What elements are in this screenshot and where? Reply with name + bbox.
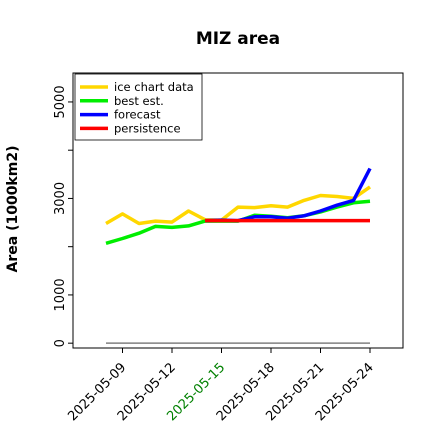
legend-box [74,73,203,141]
y-tick-label: 3000 [53,182,68,215]
y-tick-label: 0 [53,339,68,347]
y-axis-label: Area (1000km2) [5,146,21,273]
series-lines [105,167,372,344]
y-tick-label: 1000 [53,278,68,311]
legend-entry-label: ice chart data [114,80,194,94]
legend-entry-label: best est. [114,94,164,108]
legend-entry-label: forecast [114,108,161,122]
plot-frame [72,72,404,349]
legend-entry-label: persistence [114,121,181,135]
series-line-ice-chart-data [105,185,372,226]
y-tick-label: 5000 [53,85,68,118]
chart-title: MIZ area [196,29,280,49]
